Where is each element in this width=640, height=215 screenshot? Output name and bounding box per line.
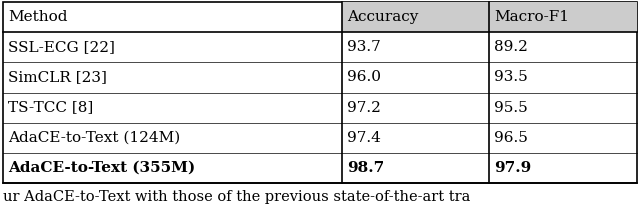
Text: 96.5: 96.5 [494,131,528,145]
Text: 97.4: 97.4 [348,131,381,145]
Text: TS-TCC [8]: TS-TCC [8] [8,101,93,115]
Text: SSL-ECG [22]: SSL-ECG [22] [8,40,115,54]
Text: Method: Method [8,10,68,24]
Text: AdaCE-to-Text (355M): AdaCE-to-Text (355M) [8,161,195,175]
Text: AdaCE-to-Text (124M): AdaCE-to-Text (124M) [8,131,180,145]
Text: 97.9: 97.9 [494,161,532,175]
Text: Macro-F1: Macro-F1 [494,10,570,24]
Text: 93.7: 93.7 [348,40,381,54]
Text: 95.5: 95.5 [494,101,528,115]
Text: 89.2: 89.2 [494,40,528,54]
Text: ur AdaCE-to-Text with those of the previous state-of-the-art tra: ur AdaCE-to-Text with those of the previ… [3,190,470,204]
Text: Accuracy: Accuracy [348,10,419,24]
Text: 93.5: 93.5 [494,71,528,84]
Text: SimCLR [23]: SimCLR [23] [8,71,107,84]
Text: 98.7: 98.7 [348,161,385,175]
Text: 97.2: 97.2 [348,101,381,115]
Text: 96.0: 96.0 [348,71,381,84]
